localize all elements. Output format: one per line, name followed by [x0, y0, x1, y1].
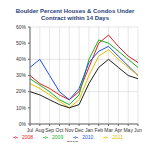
- svg-text:May: May: [123, 127, 133, 133]
- html-text:2012: 2012: [66, 140, 79, 147]
- svg-text:60%: 60%: [16, 24, 27, 30]
- html-text:2008: 2008: [21, 134, 33, 140]
- html-text:2009: 2009: [52, 134, 64, 140]
- svg-text:Oct: Oct: [56, 127, 64, 133]
- svg-text:Nov: Nov: [65, 127, 74, 133]
- svg-text:Jul: Jul: [27, 127, 33, 133]
- svg-text:Aug: Aug: [35, 127, 44, 133]
- svg-text:30%: 30%: [16, 72, 27, 78]
- svg-text:50%: 50%: [16, 40, 27, 46]
- svg-text:40%: 40%: [16, 56, 27, 62]
- html-text:2011: 2011: [112, 134, 124, 140]
- svg-text:Jun: Jun: [134, 127, 142, 133]
- svg-text:Apr: Apr: [114, 127, 122, 133]
- html-text:Boulder Percent Houses & Condo: Boulder Percent Houses & Condos Under Co…: [15, 8, 135, 21]
- html-text:2010: 2010: [82, 134, 94, 140]
- svg-text:Feb: Feb: [94, 127, 103, 133]
- svg-text:Dec: Dec: [75, 127, 84, 133]
- svg-text:Jan: Jan: [85, 127, 93, 133]
- svg-text:0%: 0%: [19, 121, 27, 127]
- svg-text:20%: 20%: [16, 88, 27, 94]
- svg-text:Mar: Mar: [104, 127, 113, 133]
- svg-text:10%: 10%: [16, 105, 27, 111]
- svg-text:Sep: Sep: [45, 127, 54, 133]
